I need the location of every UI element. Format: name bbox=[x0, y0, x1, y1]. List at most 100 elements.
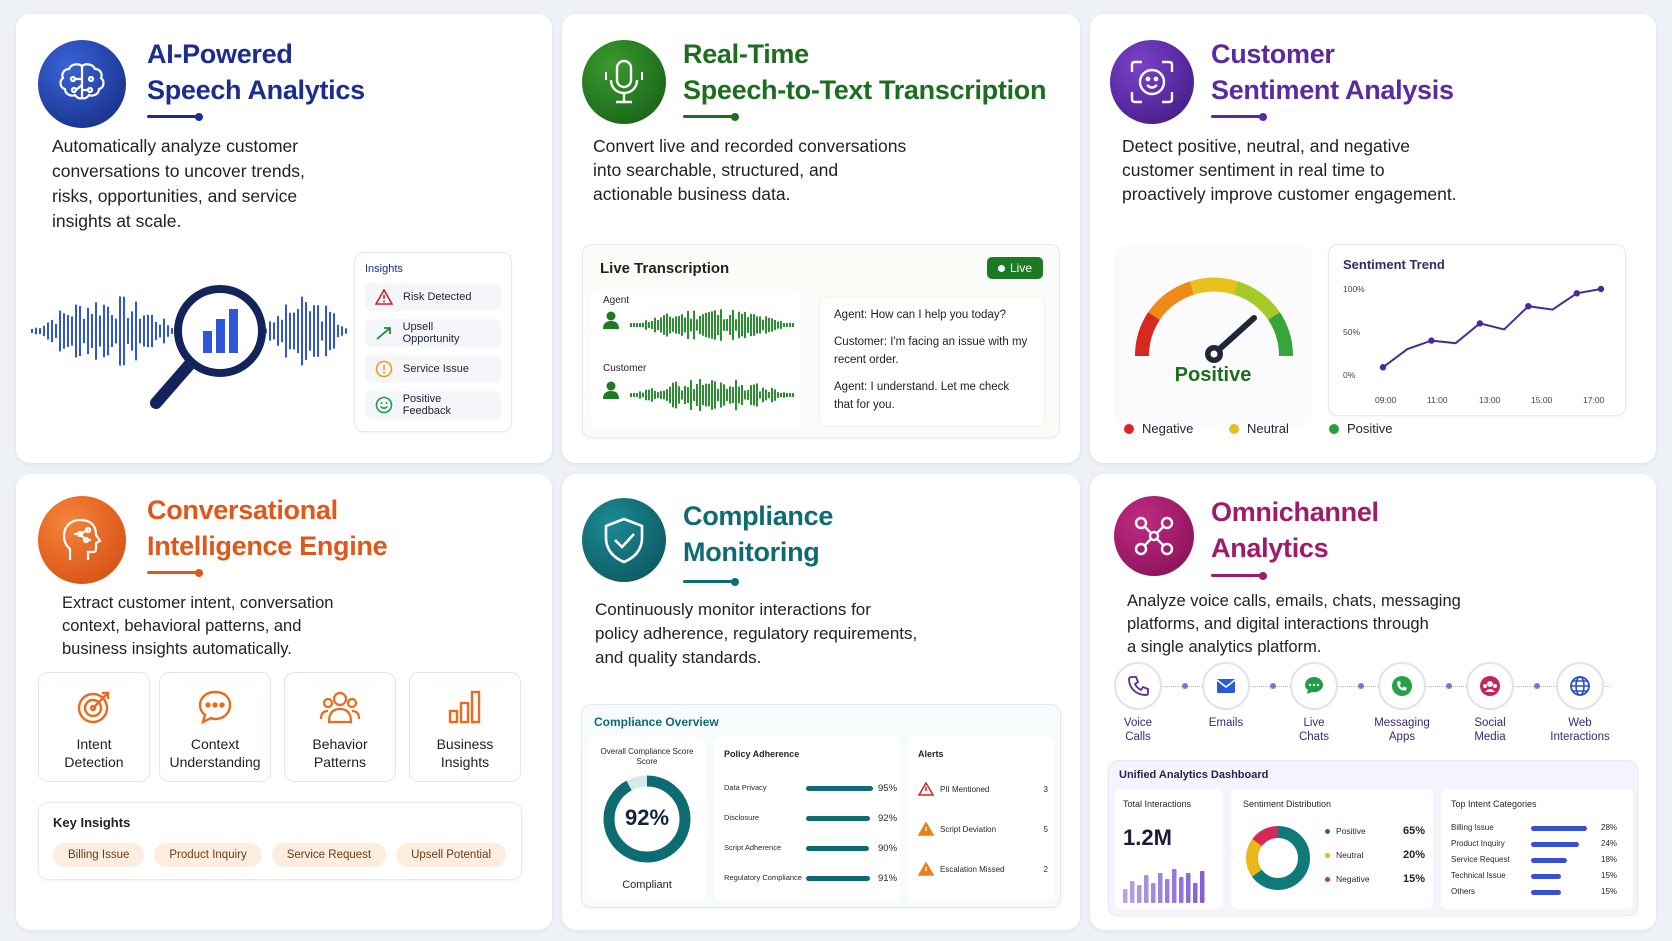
intent-value: 24% bbox=[1601, 839, 1618, 848]
intent-label: Billing Issue bbox=[1451, 823, 1494, 832]
compliance-overview-panel: Compliance Overview Overall Compliance S… bbox=[581, 704, 1061, 908]
sentiment-description: Detect positive, neutral, and negative cu… bbox=[1122, 136, 1457, 204]
y-tick-label: 100% bbox=[1343, 284, 1365, 294]
omnichannel-card: Omnichannel Analytics Analyze voice calls… bbox=[1090, 474, 1656, 930]
email-icon bbox=[1216, 679, 1236, 693]
chip-service-request[interactable]: Service Request bbox=[271, 843, 387, 867]
microphone-icon bbox=[582, 40, 666, 124]
sentiment-title: Customer Sentiment Analysis bbox=[1211, 39, 1454, 105]
target-icon bbox=[77, 691, 110, 724]
x-tick-label: 13:00 bbox=[1479, 395, 1501, 405]
spark-bar bbox=[1186, 873, 1191, 903]
insight-positive-feedback[interactable]: Positive Feedback bbox=[365, 391, 501, 419]
top-intents-box: Top Intent Categories Billing Issue 28% Pr… bbox=[1441, 789, 1633, 909]
chip-product-inquiry[interactable]: Product Inquiry bbox=[154, 843, 262, 867]
gauge-chart bbox=[1134, 277, 1294, 363]
channel-label: Voice Calls bbox=[1123, 717, 1153, 743]
policy-value: 91% bbox=[878, 873, 898, 884]
omnichannel-title: Omnichannel Analytics bbox=[1211, 497, 1379, 563]
spark-bar bbox=[1179, 877, 1184, 903]
channel-phone-button[interactable] bbox=[1114, 662, 1162, 710]
trend-point bbox=[1379, 364, 1387, 371]
policy-adherence-box: Policy Adherence Data Privacy 95% Disclosu… bbox=[714, 737, 900, 901]
intent-bar bbox=[1531, 858, 1567, 863]
top-intents-title: Top Intent Categories bbox=[1451, 799, 1537, 809]
legend-positive: Positive bbox=[1329, 421, 1393, 436]
tile-behavior-patterns[interactable]: Behavior Patterns bbox=[284, 672, 396, 782]
channel-email-button[interactable] bbox=[1202, 662, 1250, 710]
shield-check-icon bbox=[582, 498, 666, 582]
intent-label: Technical Issue bbox=[1451, 871, 1506, 880]
distribution-label: Neutral bbox=[1336, 850, 1364, 860]
insight-label: Service Issue bbox=[403, 363, 470, 375]
key-insight-chips: Billing Issue Product Inquiry Service Requ… bbox=[53, 843, 516, 867]
live-badge[interactable]: Live bbox=[987, 257, 1043, 279]
transcript-line: Customer: I'm facing an issue with my re… bbox=[834, 336, 1028, 366]
transcription-description: Convert live and recorded conversations i… bbox=[593, 136, 907, 204]
channel-social-media-button[interactable] bbox=[1466, 662, 1514, 710]
sentiment-trend-title: Sentiment Trend bbox=[1343, 257, 1445, 272]
key-insights-title: Key Insights bbox=[53, 815, 131, 830]
phone-icon bbox=[1128, 676, 1149, 696]
policy-label: Data Privacy bbox=[724, 783, 767, 792]
policy-bar bbox=[806, 816, 870, 821]
dashboard-title: Unified Analytics Dashboard bbox=[1119, 769, 1269, 781]
gauge-label: Positive bbox=[1174, 364, 1252, 386]
alert-row[interactable]: Script Deviation 5 bbox=[918, 819, 1048, 839]
intent-value: 15% bbox=[1601, 887, 1618, 896]
tile-business-insights[interactable]: Business Insights bbox=[409, 672, 521, 782]
channel-globe-button[interactable] bbox=[1556, 662, 1604, 710]
spark-bar bbox=[1158, 873, 1163, 903]
alert-label: Escalation Missed bbox=[940, 864, 1005, 874]
y-tick-label: 0% bbox=[1343, 370, 1356, 380]
title-underline bbox=[1211, 112, 1267, 121]
warning-triangle-icon bbox=[375, 289, 393, 305]
chip-billing-issue[interactable]: Billing Issue bbox=[53, 843, 145, 867]
transcript-line: Agent: How can I help you today? bbox=[834, 309, 1006, 321]
speech-title: AI-Powered Speech Analytics bbox=[147, 39, 365, 105]
alert-row[interactable]: PII Mentioned 3 bbox=[918, 779, 1048, 799]
insight-risk-detected[interactable]: Risk Detected bbox=[365, 283, 501, 311]
donut-segment bbox=[1246, 826, 1310, 890]
bar-chart-icon bbox=[448, 690, 481, 724]
legend-dot-icon bbox=[1325, 852, 1330, 858]
channel-live-chat-button[interactable] bbox=[1290, 662, 1338, 710]
legend-dot-icon bbox=[1325, 876, 1330, 882]
alert-row[interactable]: Escalation Missed 2 bbox=[918, 859, 1048, 879]
live-dot-icon bbox=[997, 264, 1005, 272]
audio-channels: Agent Customer bbox=[591, 289, 801, 429]
face-scan-icon bbox=[1110, 40, 1194, 124]
sentiment-distribution-title: Sentiment Distribution bbox=[1243, 799, 1332, 809]
intent-label: Others bbox=[1451, 887, 1476, 896]
trend-up-arrow-icon bbox=[376, 327, 391, 340]
agent-person-icon bbox=[603, 311, 619, 329]
sentiment-trend-chart: 100% 50% 0% 09:00 11:00 13:00 15:00 17:00 bbox=[1343, 284, 1605, 405]
trend-point bbox=[1525, 303, 1532, 310]
distribution-value: 15% bbox=[1402, 873, 1425, 885]
tile-context-understanding[interactable]: Context Understanding bbox=[159, 672, 271, 782]
alert-count: 5 bbox=[1043, 824, 1048, 834]
alert-count: 2 bbox=[1043, 864, 1048, 874]
legend-dot-icon bbox=[1229, 424, 1239, 434]
channel-label: Live Chats bbox=[1298, 717, 1330, 743]
tile-intent-detection[interactable]: Intent Detection bbox=[38, 672, 150, 782]
spark-bar bbox=[1165, 879, 1170, 903]
unified-dashboard-panel: Unified Analytics Dashboard Total Intera… bbox=[1108, 760, 1638, 916]
channel-messaging-app-button[interactable] bbox=[1378, 662, 1426, 710]
title-underline bbox=[683, 112, 739, 121]
insight-upsell-opportunity[interactable]: Upsell Opportunity bbox=[365, 319, 501, 347]
intent-bar bbox=[1531, 874, 1561, 879]
score-arc bbox=[603, 775, 691, 863]
transcript-line: Agent: I understand. Let me check that f… bbox=[834, 381, 1010, 411]
channel-label: Messaging Apps bbox=[1374, 717, 1430, 743]
legend-neutral: Neutral bbox=[1229, 421, 1329, 436]
chip-upsell-potential[interactable]: Upsell Potential bbox=[396, 843, 507, 867]
trend-point bbox=[1428, 337, 1435, 344]
insight-service-issue[interactable]: Service Issue bbox=[365, 355, 501, 383]
intent-value: 18% bbox=[1601, 855, 1618, 864]
spark-bar bbox=[1130, 881, 1135, 903]
intent-bar bbox=[1531, 890, 1561, 895]
intent-label: Product Inquiry bbox=[1451, 839, 1505, 848]
transcript-text: Agent: How can I help you today? Custome… bbox=[819, 297, 1045, 427]
connector-dot bbox=[1182, 683, 1188, 689]
